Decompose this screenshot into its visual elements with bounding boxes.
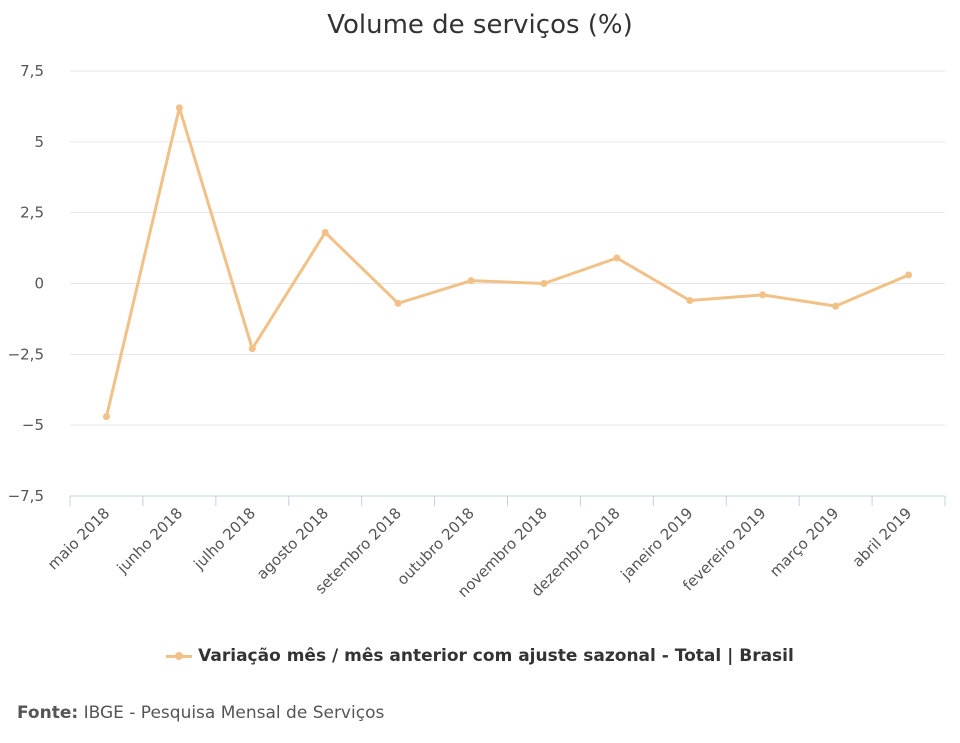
y-tick-label: 7,5 [20,62,44,80]
x-tick-label: março 2019 [766,504,842,580]
source-text: IBGE - Pesquisa Mensal de Serviços [83,703,385,723]
data-point[interactable] [321,229,329,236]
x-tick-label: maio 2018 [44,504,113,573]
data-point[interactable] [467,277,475,285]
data-point[interactable] [540,280,548,287]
y-tick-label: 0 [34,275,44,293]
chart-plot: 7,5 5 2,5 0 −2,5 −5 −7,5 maio 2018 junho 2018 ju… [8,62,946,601]
data-point[interactable] [248,345,256,353]
x-tick-label: junho 2018 [113,504,186,577]
source-note: Fonte: IBGE - Pesquisa Mensal de Serviço… [17,703,384,723]
x-tick-label: abril 2019 [849,504,916,571]
x-tick-label: agosto 2018 [253,504,332,583]
legend[interactable]: Variação mês / mês anterior com ajuste s… [0,646,960,666]
data-point[interactable] [394,299,402,307]
data-point[interactable] [686,297,694,304]
legend-label: Variação mês / mês anterior com ajuste s… [198,646,794,666]
y-tick-label: −7,5 [8,487,44,505]
data-point[interactable] [905,271,913,279]
source-label: Fonte: [17,703,79,723]
y-tick-label: −2,5 [8,345,44,363]
y-axis-ticks: 7,5 5 2,5 0 −2,5 −5 −7,5 [8,62,44,505]
series-layer [102,104,913,421]
data-point[interactable] [832,302,840,310]
y-tick-label: 5 [34,133,44,151]
data-point[interactable] [102,413,110,421]
gridlines [70,70,945,426]
data-point[interactable] [613,254,621,262]
data-point[interactable] [759,291,767,299]
x-tick-label: julho 2018 [189,504,259,574]
x-tick-label: janeiro 2019 [617,504,697,584]
chart-title: Volume de serviços (%) [327,10,633,40]
y-tick-label: 2,5 [20,204,44,222]
series-line [104,106,911,419]
y-tick-label: −5 [22,416,44,434]
data-point[interactable] [175,104,183,112]
legend-swatch-icon [166,650,193,662]
